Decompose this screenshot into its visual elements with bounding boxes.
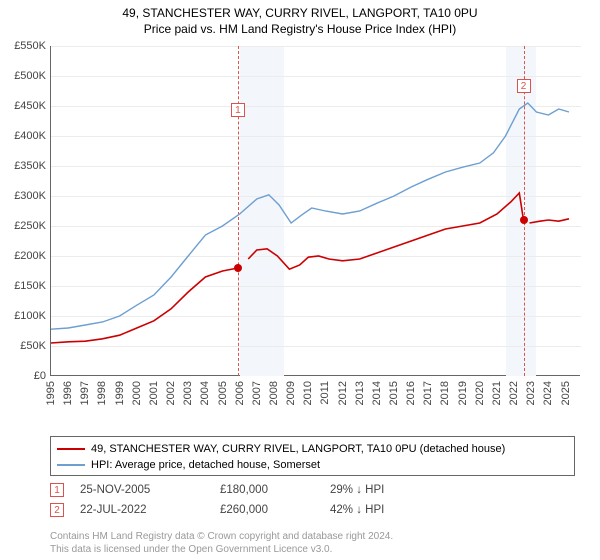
- sale-row-2: 2 22-JUL-2022 £260,000 42% ↓ HPI: [50, 500, 575, 520]
- x-axis-label: 2019: [457, 381, 469, 405]
- x-axis-label: 2010: [302, 381, 314, 405]
- sale-pct-2: 42% ↓ HPI: [330, 504, 450, 516]
- title-address: 49, STANCHESTER WAY, CURRY RIVEL, LANGPO…: [0, 6, 600, 20]
- event-marker-1: 1: [231, 103, 245, 117]
- y-axis-label: £350K: [14, 160, 46, 172]
- sale-marker-2: 2: [50, 503, 64, 517]
- sale-date-1: 25-NOV-2005: [80, 484, 220, 496]
- legend-box: 49, STANCHESTER WAY, CURRY RIVEL, LANGPO…: [50, 436, 575, 476]
- x-axis-label: 2008: [268, 381, 280, 405]
- plot-region: £0£50K£100K£150K£200K£250K£300K£350K£400…: [50, 46, 580, 376]
- sale-row-1: 1 25-NOV-2005 £180,000 29% ↓ HPI: [50, 480, 575, 500]
- footer: Contains HM Land Registry data © Crown c…: [50, 531, 575, 556]
- titles: 49, STANCHESTER WAY, CURRY RIVEL, LANGPO…: [0, 0, 600, 36]
- legend-label-property: 49, STANCHESTER WAY, CURRY RIVEL, LANGPO…: [91, 443, 505, 455]
- legend-item-hpi: HPI: Average price, detached house, Some…: [57, 457, 568, 473]
- footer-line-2: This data is licensed under the Open Gov…: [50, 544, 575, 557]
- x-axis-label: 2000: [131, 381, 143, 405]
- sale-price-2: £260,000: [220, 504, 330, 516]
- x-axis-label: 2007: [251, 381, 263, 405]
- y-axis-label: £200K: [14, 250, 46, 262]
- x-axis-label: 2023: [525, 381, 537, 405]
- sale-marker-1: 1: [50, 483, 64, 497]
- x-axis-label: 2004: [199, 381, 211, 405]
- x-axis-label: 1996: [62, 381, 74, 405]
- x-axis-label: 1999: [114, 381, 126, 405]
- title-subtitle: Price paid vs. HM Land Registry's House …: [0, 22, 600, 36]
- x-axis-label: 2020: [474, 381, 486, 405]
- x-axis-label: 1998: [96, 381, 108, 405]
- line-layer: [51, 46, 581, 376]
- footer-line-1: Contains HM Land Registry data © Crown c…: [50, 531, 575, 544]
- sales-table: 1 25-NOV-2005 £180,000 29% ↓ HPI 2 22-JU…: [50, 480, 575, 520]
- legend-item-property: 49, STANCHESTER WAY, CURRY RIVEL, LANGPO…: [57, 441, 568, 457]
- x-axis-label: 2003: [182, 381, 194, 405]
- legend-swatch-hpi: [57, 464, 85, 466]
- x-axis-label: 1997: [79, 381, 91, 405]
- y-axis-label: £400K: [14, 130, 46, 142]
- x-axis-label: 2022: [508, 381, 520, 405]
- series-property: [51, 193, 569, 343]
- x-axis-label: 2009: [285, 381, 297, 405]
- y-axis-label: £50K: [20, 340, 46, 352]
- chart-area: £0£50K£100K£150K£200K£250K£300K£350K£400…: [50, 46, 580, 396]
- x-axis-label: 2013: [354, 381, 366, 405]
- x-axis-label: 2025: [560, 381, 572, 405]
- y-axis-label: £500K: [14, 70, 46, 82]
- x-axis-label: 2018: [439, 381, 451, 405]
- x-axis-label: 2014: [371, 381, 383, 405]
- chart-container: 49, STANCHESTER WAY, CURRY RIVEL, LANGPO…: [0, 0, 600, 560]
- legend-label-hpi: HPI: Average price, detached house, Some…: [91, 459, 320, 471]
- y-axis-label: £250K: [14, 220, 46, 232]
- legend-swatch-property: [57, 448, 85, 450]
- x-axis-label: 2016: [405, 381, 417, 405]
- x-axis-label: 2021: [491, 381, 503, 405]
- sale-date-2: 22-JUL-2022: [80, 504, 220, 516]
- x-axis-label: 2024: [542, 381, 554, 405]
- x-axis-label: 2002: [165, 381, 177, 405]
- y-axis-label: £150K: [14, 280, 46, 292]
- event-marker-2: 2: [517, 79, 531, 93]
- x-axis-label: 2005: [217, 381, 229, 405]
- x-axis-label: 2015: [388, 381, 400, 405]
- sale-price-1: £180,000: [220, 484, 330, 496]
- x-axis-label: 2006: [234, 381, 246, 405]
- y-axis-label: £550K: [14, 40, 46, 52]
- x-axis-label: 1995: [45, 381, 57, 405]
- x-axis-label: 2001: [148, 381, 160, 405]
- y-axis-label: £450K: [14, 100, 46, 112]
- sale-dot: [234, 264, 242, 272]
- y-axis-label: £300K: [14, 190, 46, 202]
- sale-dot: [520, 216, 528, 224]
- y-axis-label: £100K: [14, 310, 46, 322]
- x-axis-label: 2012: [337, 381, 349, 405]
- sale-pct-1: 29% ↓ HPI: [330, 484, 450, 496]
- x-axis-label: 2017: [422, 381, 434, 405]
- x-axis-label: 2011: [319, 381, 331, 405]
